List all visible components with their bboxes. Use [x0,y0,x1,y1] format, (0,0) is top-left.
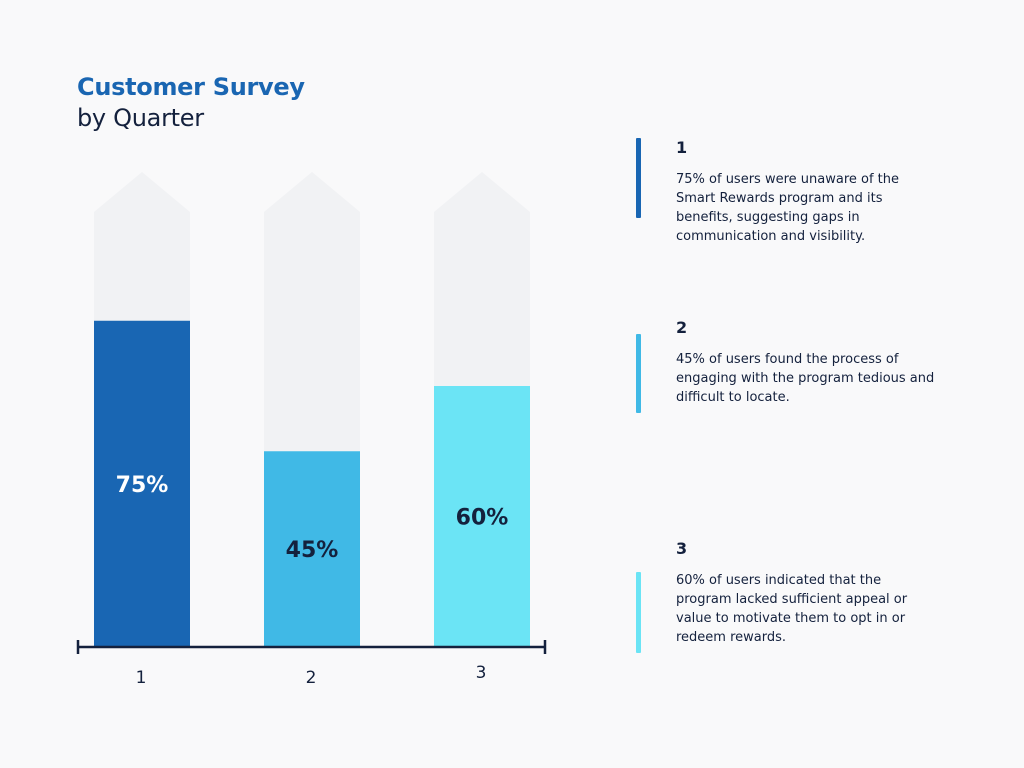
note-1: 1 75% of users were unaware of the Smart… [636,138,936,244]
note-number-1: 1 [676,138,688,157]
bar-value-label-1: 75% [116,473,169,498]
note-text-3: 60% of users indicated that the program … [676,573,908,645]
note-text-2: 45% of users found the process of engagi… [676,352,935,405]
note-number-2: 2 [676,318,688,337]
chart-title: Customer Survey [77,73,305,101]
x-tick-label-1: 1 [136,668,147,688]
bar-chart: 75% 1 45% 2 60% 3 [76,320,547,688]
x-tick-label-3: 3 [476,663,487,683]
bar-1 [94,320,190,647]
bar-3 [434,386,530,647]
note-2: 2 45% of users found the process of enga… [636,318,936,418]
bar-value-label-2: 45% [286,538,339,563]
chart-subtitle: by Quarter [77,104,204,132]
bar-2 [264,451,360,647]
bar-value-label-3: 60% [456,506,509,531]
note-3: 3 60% of users indicated that the progra… [636,539,936,659]
note-text-1: 75% of users were unaware of the Smart R… [676,172,899,244]
x-tick-label-2: 2 [306,668,317,688]
note-marker-3 [636,572,641,653]
note-marker-2 [636,334,641,413]
note-number-3: 3 [676,539,688,558]
note-marker-1 [636,138,641,218]
